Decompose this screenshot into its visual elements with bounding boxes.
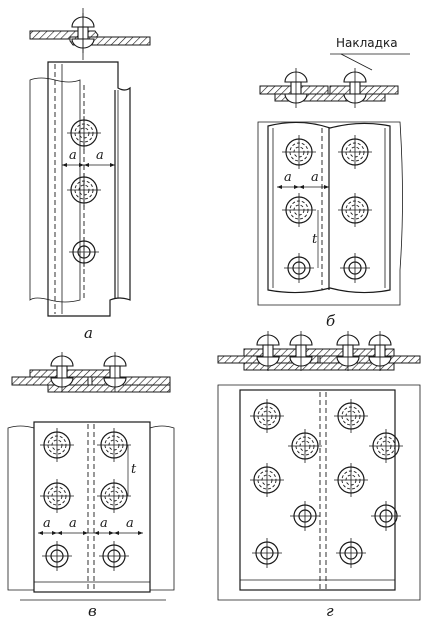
label-panel-g: г (326, 602, 334, 620)
dim-t-panel-b: t (312, 232, 318, 247)
callout-cover-plate: Накладка (336, 36, 398, 50)
panel-b (257, 53, 410, 306)
panel-v-section (11, 351, 171, 393)
dim-t-panel-v: t (131, 462, 137, 477)
dim-a-panel-b-left: а (284, 170, 292, 185)
label-panel-a: а (84, 324, 93, 342)
panel-v (7, 351, 175, 601)
label-panel-v: в (88, 602, 97, 620)
panel-g-section (217, 330, 421, 372)
dim-a-panel-v-1: а (43, 516, 51, 531)
panel-a-plan (29, 61, 131, 317)
panel-a-section (29, 8, 151, 60)
dim-a-panel-v-4: а (126, 516, 134, 531)
dim-a-panel-a-right: а (96, 148, 104, 163)
panel-b-plan (257, 121, 403, 306)
panel-v-plan (7, 421, 175, 601)
label-panel-b: б (326, 312, 336, 330)
panel-a (29, 8, 151, 317)
dim-a-panel-v-3: а (100, 516, 108, 531)
dim-a-panel-v-2: а (69, 516, 77, 531)
panel-g (217, 330, 421, 601)
dim-a-panel-a-left: а (69, 148, 77, 163)
panel-b-section (259, 53, 410, 109)
panel-g-plan (217, 384, 421, 601)
dim-a-panel-b-right: а (311, 170, 319, 185)
